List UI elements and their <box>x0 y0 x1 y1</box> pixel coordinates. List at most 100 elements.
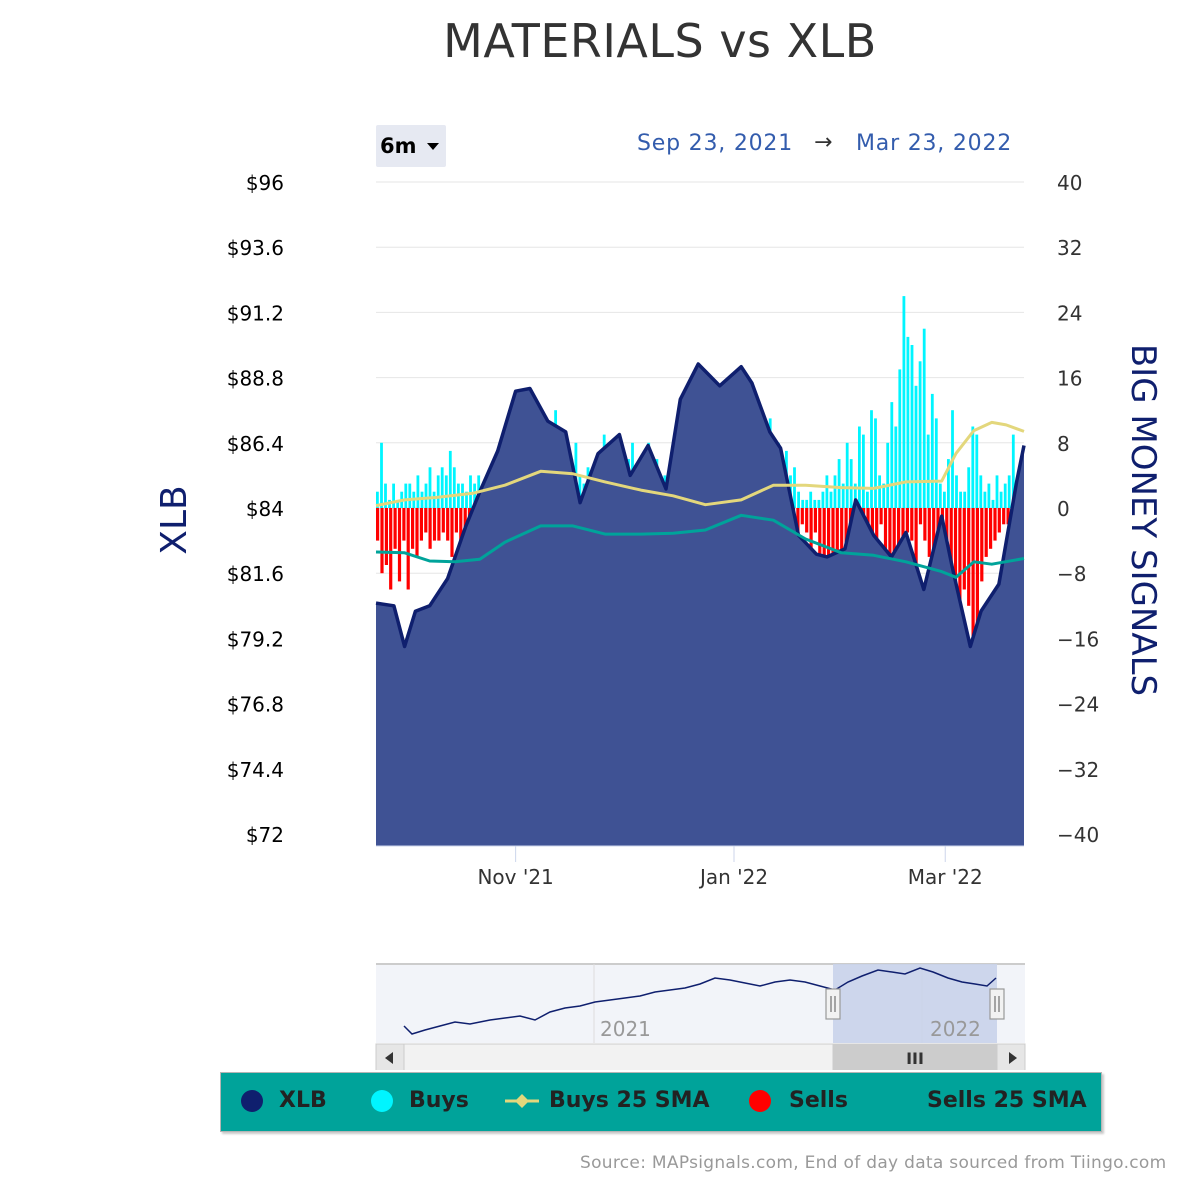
legend-item-sells[interactable]: Sells <box>749 1086 919 1116</box>
sells-bar <box>897 508 901 549</box>
buys-bar <box>963 491 967 508</box>
buys-bar <box>452 467 456 509</box>
sells-bar <box>1002 508 1006 525</box>
y-right-tick-label: −8 <box>1057 562 1086 586</box>
sells-sma-line <box>375 513 1025 579</box>
sells-bar <box>432 508 437 541</box>
y-right-tick-label: 32 <box>1057 236 1082 260</box>
sells-bar <box>840 508 844 574</box>
buys-bar <box>392 483 395 508</box>
navigator-handle[interactable] <box>989 988 1005 1020</box>
sells-bar <box>813 508 817 533</box>
y-left-tick-label: $79.2 <box>227 627 284 651</box>
date-range-to[interactable]: Mar 23, 2022 <box>856 131 1013 156</box>
xlb-area <box>376 364 1024 846</box>
buys-bar <box>797 491 800 508</box>
navigator[interactable]: 2021 2022 III <box>375 963 1026 1070</box>
sells-bar <box>397 508 402 582</box>
buys-bar <box>465 491 468 508</box>
sells-bar <box>910 508 914 541</box>
sells-bar <box>818 508 822 565</box>
legend-item-buys[interactable]: Buys <box>371 1086 541 1116</box>
sells-bar <box>463 508 467 533</box>
legend-symbol-icon <box>749 1090 771 1112</box>
sells-bar <box>415 508 419 557</box>
date-range-from[interactable]: Sep 23, 2021 <box>637 131 794 156</box>
chart-title: MATERIALS vs XLB <box>443 14 877 68</box>
buys-bar <box>991 499 995 508</box>
buys-bar <box>934 418 938 508</box>
y-right-tick-label: 24 <box>1057 301 1082 325</box>
sells-bar <box>827 508 831 598</box>
chevron-down-icon <box>427 143 439 150</box>
range-selector-dropdown[interactable]: 6m <box>376 125 446 167</box>
legend-label: Buys <box>409 1088 469 1113</box>
buys-bar <box>979 475 983 508</box>
sells-bar <box>1006 508 1010 525</box>
buys-bar <box>404 483 408 508</box>
buys-bar <box>866 491 869 508</box>
y-left-tick-label: $76.8 <box>227 693 284 717</box>
sells-bar <box>428 508 432 549</box>
buys-bar <box>813 499 817 508</box>
sells-bar <box>980 508 984 582</box>
y-left-tick-label: $91.2 <box>227 301 284 325</box>
buys-bar <box>987 483 991 508</box>
sells-bar <box>437 508 441 541</box>
buys-bar <box>432 491 436 508</box>
y-right-tick-label: −32 <box>1057 758 1099 782</box>
buys-bar <box>902 296 906 508</box>
legend-item-buys-25-sma[interactable]: Buys 25 SMA <box>505 1086 710 1116</box>
sells-bar <box>993 508 997 541</box>
legend-item-xlb[interactable]: XLB <box>241 1086 411 1116</box>
date-range-arrow: → <box>814 130 833 155</box>
sells-bar <box>923 508 927 541</box>
xlb-line <box>375 362 1026 649</box>
scrollbar-thumb[interactable] <box>832 1043 998 1070</box>
sells-bar <box>800 508 804 525</box>
buys-bar <box>845 442 849 508</box>
y-right-tick-label: −40 <box>1057 823 1099 847</box>
buys-bar <box>955 475 958 508</box>
sells-bar <box>406 508 410 590</box>
buys-bar <box>469 475 472 508</box>
y-right-tick-label: 8 <box>1057 432 1070 456</box>
buys-bar <box>983 491 987 508</box>
navigator-handle[interactable] <box>825 988 841 1020</box>
y-right-axis-title: BIG MONEY SIGNALS <box>1123 344 1163 696</box>
buys-bar <box>380 442 383 508</box>
buys-bar <box>862 434 865 508</box>
buys-bar <box>833 475 837 508</box>
x-tick-label: Nov '21 <box>477 865 553 889</box>
buys-bar <box>995 475 999 508</box>
buys-bar <box>448 450 452 508</box>
sells-bar <box>424 508 428 533</box>
buys-bar <box>878 475 881 508</box>
legend-line-icon <box>505 1094 539 1108</box>
sells-bar <box>875 508 879 541</box>
sells-bar <box>376 508 380 541</box>
sells-bar <box>932 508 936 549</box>
sells-bar <box>888 508 892 574</box>
buys-bar <box>408 483 412 508</box>
buys-bar <box>930 393 934 508</box>
buys-bar <box>938 483 942 508</box>
y-left-tick-label: $88.8 <box>227 367 284 391</box>
legend-item-sells-25-sma[interactable]: Sells 25 SMA <box>927 1086 1097 1116</box>
buys-bar <box>817 499 821 508</box>
buys-bar <box>809 491 813 508</box>
sells-bar <box>879 508 883 525</box>
buys-bar <box>841 483 845 508</box>
buys-bar <box>1007 475 1011 508</box>
buys-bar <box>853 483 857 508</box>
navigator-series-line <box>403 967 997 1035</box>
sells-bar <box>883 508 888 549</box>
sells-bar <box>997 508 1001 533</box>
legend-symbol-icon <box>371 1090 393 1112</box>
buys-bar <box>384 483 387 508</box>
y-left-tick-label: $96 <box>246 171 284 195</box>
chart-canvas: $96 40 $93.6 32 $91.2 24 $88.8 16 $86.4 8 $84 0 $81.… <box>154 171 1163 1070</box>
sells-bar <box>402 508 406 541</box>
sells-bar <box>905 508 909 533</box>
y-left-tick-label: $84 <box>246 497 284 521</box>
